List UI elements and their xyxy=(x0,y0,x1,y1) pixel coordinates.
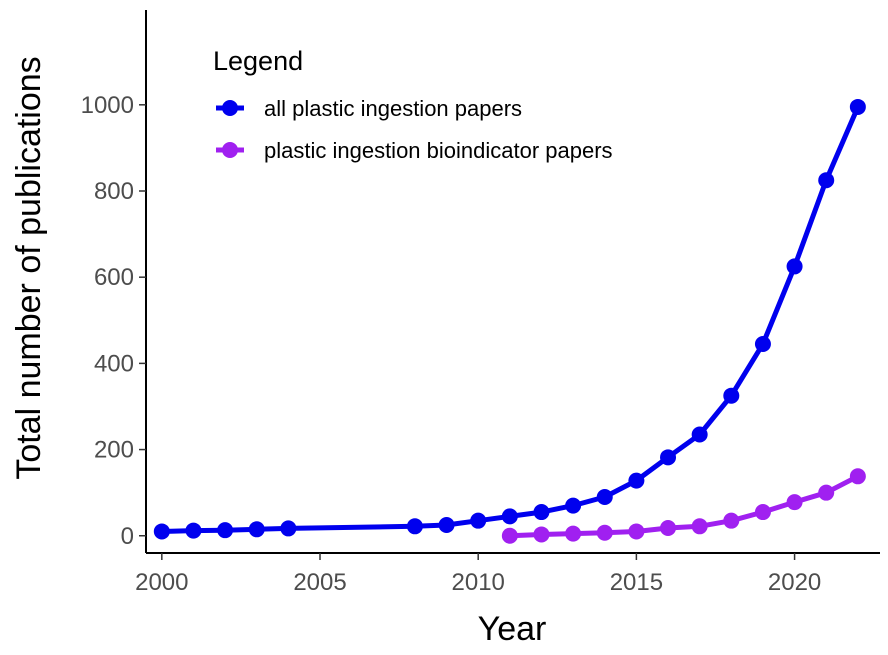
y-tick-label: 600 xyxy=(94,264,134,291)
x-tick-label: 2010 xyxy=(452,569,505,596)
data-point xyxy=(691,518,708,535)
legend-swatch-point xyxy=(222,100,238,116)
legend-swatch-point xyxy=(222,142,238,158)
legend-label: plastic ingestion bioindicator papers xyxy=(264,138,613,163)
data-point xyxy=(185,522,202,539)
y-tick-label: 0 xyxy=(121,523,134,550)
data-point xyxy=(754,504,771,521)
data-point xyxy=(818,484,835,501)
data-point xyxy=(660,520,677,537)
data-point xyxy=(628,523,645,540)
data-point xyxy=(660,449,677,466)
data-point xyxy=(723,387,740,404)
data-point xyxy=(533,504,550,521)
data-point xyxy=(501,508,518,525)
series-layer xyxy=(153,98,866,544)
y-tick-label: 800 xyxy=(94,178,134,205)
x-axis-title: Year xyxy=(478,610,547,648)
data-point xyxy=(754,335,771,352)
data-point xyxy=(406,518,423,535)
y-tick-label: 200 xyxy=(94,437,134,464)
data-point xyxy=(217,522,234,539)
data-point xyxy=(818,172,835,189)
y-axis-title: Total number of publications xyxy=(10,56,48,479)
legend: Legend all plastic ingestion papers plast… xyxy=(213,46,613,163)
data-point xyxy=(849,468,866,485)
x-tick-label: 2005 xyxy=(293,569,346,596)
data-point xyxy=(153,523,170,540)
data-point xyxy=(628,472,645,489)
x-tick-label: 2000 xyxy=(135,569,188,596)
legend-label: all plastic ingestion papers xyxy=(264,96,522,121)
x-tick-label: 2015 xyxy=(610,569,663,596)
y-tick-label: 400 xyxy=(94,350,134,377)
data-point xyxy=(565,525,582,542)
y-ticks: 0 200 400 600 800 1000 xyxy=(81,92,146,550)
axes xyxy=(145,10,880,554)
data-point xyxy=(596,524,613,541)
x-tick-label: 2020 xyxy=(768,569,821,596)
series-2 xyxy=(501,468,866,544)
data-point xyxy=(280,520,297,537)
data-point xyxy=(849,98,866,115)
legend-title: Legend xyxy=(213,46,303,76)
data-point xyxy=(723,512,740,529)
y-tick-label: 1000 xyxy=(81,92,134,119)
series-line xyxy=(159,104,861,534)
data-point xyxy=(691,426,708,443)
data-point xyxy=(533,526,550,543)
series-1 xyxy=(153,98,866,540)
data-point xyxy=(786,258,803,275)
data-point xyxy=(565,497,582,514)
legend-items: all plastic ingestion papers plastic inge… xyxy=(216,96,613,163)
data-point xyxy=(438,516,455,533)
data-point xyxy=(248,521,265,538)
data-point xyxy=(470,512,487,529)
data-point xyxy=(596,488,613,505)
x-ticks: 2000 2005 2010 2015 2020 xyxy=(135,553,821,596)
data-point xyxy=(786,494,803,511)
data-point xyxy=(501,527,518,544)
